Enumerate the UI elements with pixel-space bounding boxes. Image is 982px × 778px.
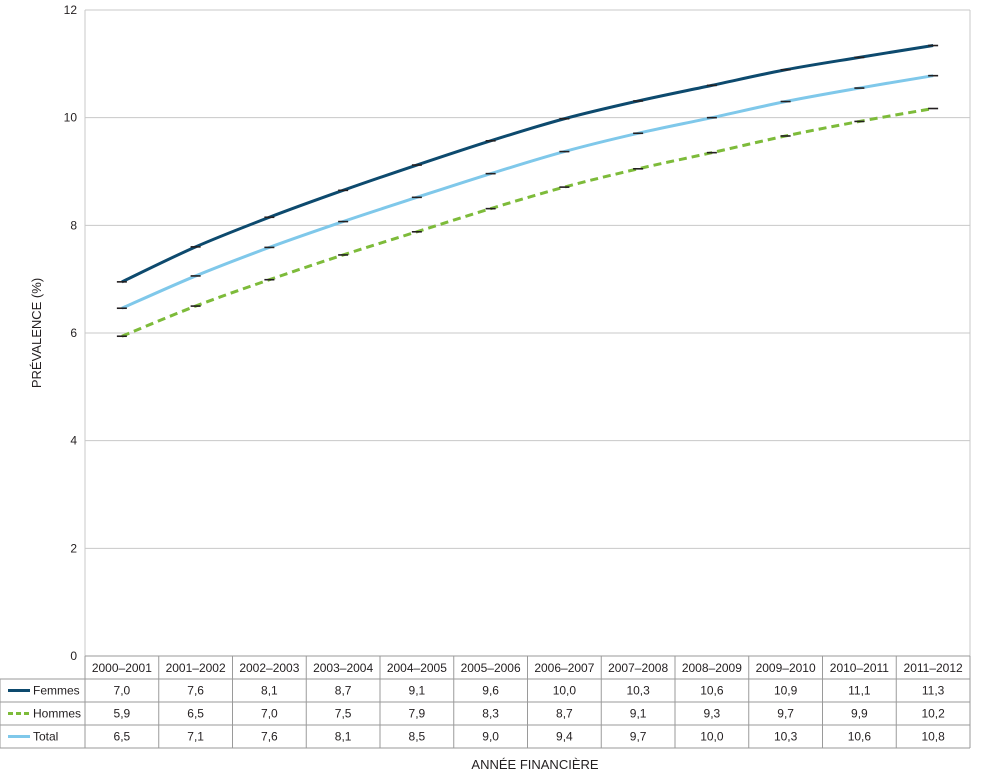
data-label: 5,9: [114, 707, 131, 721]
data-table: 2000–2001 2001–2002 2002–2003 2003–2004 2004…: [0, 655, 971, 749]
data-label: 10,9: [774, 684, 798, 698]
data-label: 9,7: [630, 730, 647, 744]
data-label: 7,1: [187, 730, 204, 744]
x-tick-label: 2009–2010: [756, 661, 816, 675]
data-label: 9,1: [409, 684, 426, 698]
data-label: 9,3: [704, 707, 721, 721]
x-tick-label: 2004–2005: [387, 661, 447, 675]
legend-label-total: Total: [33, 730, 58, 744]
y-tick-label: 8: [70, 218, 77, 232]
data-label: 9,9: [851, 707, 868, 721]
data-label: 9,7: [777, 707, 794, 721]
series-line-femmes: [121, 44, 934, 284]
x-tick-label: 2007–2008: [608, 661, 668, 675]
x-axis-title: ANNÉE FINANCIÈRE: [471, 757, 598, 772]
x-tick-label: 2008–2009: [682, 661, 742, 675]
data-label: 8,1: [261, 684, 278, 698]
data-label: 10,3: [626, 684, 650, 698]
x-tick-label: 2000–2001: [92, 661, 152, 675]
y-tick-label: 6: [70, 326, 77, 340]
data-label: 8,3: [482, 707, 499, 721]
y-tick-label: 12: [64, 3, 78, 17]
data-label: 7,6: [261, 730, 278, 744]
y-tick-label: 0: [70, 649, 77, 663]
data-label: 10,0: [700, 730, 724, 744]
data-label: 7,6: [187, 684, 204, 698]
y-tick-label: 10: [64, 111, 78, 125]
data-label: 9,6: [482, 684, 499, 698]
series-lines: [121, 44, 934, 338]
data-label: 6,5: [114, 730, 131, 744]
legend-label-femmes: Femmes: [33, 684, 80, 698]
legend-label-hommes: Hommes: [33, 707, 81, 721]
data-label: 7,0: [261, 707, 278, 721]
x-tick-label: 2006–2007: [534, 661, 594, 675]
data-label: 10,3: [774, 730, 798, 744]
gridlines: [84, 9, 971, 657]
data-label: 11,1: [848, 684, 871, 698]
data-label: 8,5: [409, 730, 426, 744]
data-label: 8,1: [335, 730, 352, 744]
y-axis-ticks: 0 2 4 6 8 10 12: [64, 3, 78, 663]
data-label: 7,9: [409, 707, 426, 721]
data-label: 7,5: [335, 707, 352, 721]
data-label: 9,1: [630, 707, 647, 721]
data-label: 9,4: [556, 730, 573, 744]
y-tick-label: 2: [70, 541, 77, 555]
y-axis-title: PRÉVALENCE (%): [29, 278, 44, 388]
x-tick-label: 2003–2004: [313, 661, 373, 675]
data-label: 7,0: [114, 684, 131, 698]
data-label: 6,5: [187, 707, 204, 721]
data-label: 11,3: [922, 684, 945, 698]
data-label: 10,0: [553, 684, 577, 698]
data-label: 8,7: [556, 707, 573, 721]
data-label: 10,2: [921, 707, 945, 721]
data-label: 9,0: [482, 730, 499, 744]
data-markers: [116, 44, 939, 338]
x-tick-label: 2010–2011: [830, 661, 890, 675]
data-label: 8,7: [335, 684, 352, 698]
data-label: 10,6: [848, 730, 872, 744]
y-tick-label: 4: [70, 434, 77, 448]
x-tick-label: 2001–2002: [166, 661, 226, 675]
x-tick-label: 2002–2003: [239, 661, 299, 675]
data-label: 10,6: [700, 684, 724, 698]
data-label: 10,8: [921, 730, 945, 744]
series-line-total: [121, 74, 934, 310]
x-tick-label: 2011–2012: [904, 661, 964, 675]
series-line-hommes: [121, 107, 934, 338]
x-tick-label: 2005–2006: [461, 661, 521, 675]
